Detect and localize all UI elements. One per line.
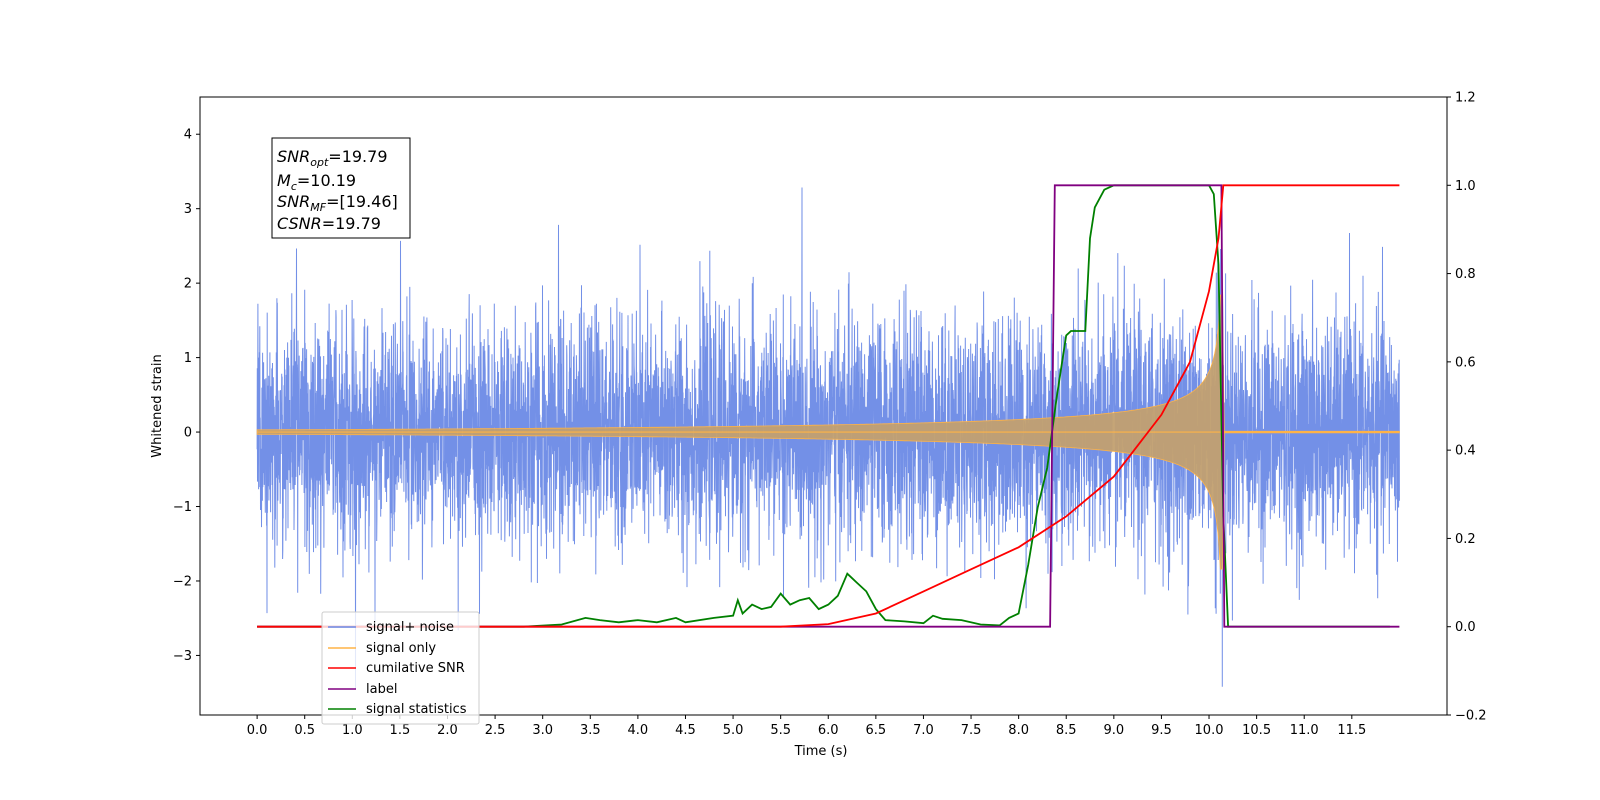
legend: signal+ noise signal only cumilative SNR… bbox=[321, 611, 480, 725]
y-tick-label: 1 bbox=[184, 351, 192, 366]
x-tick-label: 3.0 bbox=[532, 723, 553, 738]
x-tick-label: 8.0 bbox=[1008, 723, 1029, 738]
x-tick-label: 9.0 bbox=[1103, 723, 1124, 738]
x-tick-label: 0.0 bbox=[247, 723, 268, 738]
plot-frame bbox=[199, 96, 1448, 716]
x-tick-label: 5.0 bbox=[723, 723, 744, 738]
x-tick-label: 2.0 bbox=[437, 723, 458, 738]
y-axis-right: −0.2 0.0 0.2 0.4 0.6 0.8 1.0 1.2 bbox=[1447, 91, 1487, 724]
y-tick-label: 4 bbox=[184, 128, 192, 143]
y-tick-label: 2 bbox=[184, 277, 192, 292]
right-axis-series bbox=[257, 184, 1400, 628]
y2-tick-label: 0.0 bbox=[1455, 620, 1476, 635]
annotation-box: SNRopt=19.79 Mc=10.19 SNRMF=[19.46] CSNR… bbox=[271, 137, 411, 239]
y-tick-label: 0 bbox=[184, 426, 192, 441]
legend-label-stats: signal statistics bbox=[366, 702, 467, 717]
y2-tick-label: 0.8 bbox=[1455, 267, 1476, 282]
legend-label-signal-noise: signal+ noise bbox=[366, 620, 454, 635]
y-axis-left: −3 −2 −1 0 1 2 3 4 bbox=[173, 128, 200, 664]
x-tick-label: 7.5 bbox=[961, 723, 982, 738]
y-axis-label: Whitened strain bbox=[150, 354, 165, 457]
y2-tick-label: 0.6 bbox=[1455, 355, 1476, 370]
annotation-line-snr-mf: SNRMF=[19.46] bbox=[277, 192, 398, 214]
y-tick-label: −2 bbox=[173, 574, 192, 589]
annotation-line-mc: Mc=10.19 bbox=[277, 171, 356, 193]
y-tick-label: −3 bbox=[173, 649, 192, 664]
x-tick-label: 1.5 bbox=[390, 723, 411, 738]
legend-label-signal-only: signal only bbox=[366, 641, 436, 656]
x-tick-label: 6.0 bbox=[818, 723, 839, 738]
y-tick-label: −1 bbox=[173, 500, 192, 515]
x-tick-label: 1.0 bbox=[342, 723, 363, 738]
x-tick-label: 2.5 bbox=[485, 723, 506, 738]
annotation-line-csnr: CSNR=19.79 bbox=[277, 214, 381, 233]
x-tick-label: 5.5 bbox=[770, 723, 791, 738]
x-axis-label: Time (s) bbox=[794, 744, 848, 759]
x-tick-label: 4.0 bbox=[628, 723, 649, 738]
x-axis: 0.0 0.5 1.0 1.5 2.0 2.5 3.0 3.5 4.0 4.5 5.0 5.5 6.0 6… bbox=[247, 715, 1366, 738]
x-tick-label: 3.5 bbox=[580, 723, 601, 738]
y2-tick-label: 0.4 bbox=[1455, 444, 1476, 459]
series-signal-only bbox=[256, 294, 1400, 570]
x-tick-label: 11.0 bbox=[1290, 723, 1319, 738]
legend-label-cum-snr: cumilative SNR bbox=[366, 661, 465, 676]
y2-tick-label: −0.2 bbox=[1455, 709, 1487, 724]
y2-tick-label: 1.0 bbox=[1455, 179, 1476, 194]
x-tick-label: 10.5 bbox=[1242, 723, 1271, 738]
x-tick-label: 0.5 bbox=[294, 723, 315, 738]
x-tick-label: 10.0 bbox=[1195, 723, 1224, 738]
signal-statistics-line bbox=[257, 184, 1390, 628]
y2-tick-label: 1.2 bbox=[1455, 91, 1476, 106]
x-tick-label: 11.5 bbox=[1337, 723, 1366, 738]
x-tick-label: 9.5 bbox=[1151, 723, 1172, 738]
label-line bbox=[257, 184, 1400, 628]
legend-label-label: label bbox=[366, 682, 397, 697]
x-tick-label: 4.5 bbox=[675, 723, 696, 738]
y2-tick-label: 0.2 bbox=[1455, 532, 1476, 547]
y-tick-label: 3 bbox=[184, 202, 192, 217]
x-tick-label: 7.0 bbox=[913, 723, 934, 738]
annotation-line-snr-opt: SNRopt=19.79 bbox=[277, 147, 388, 169]
x-tick-label: 8.5 bbox=[1056, 723, 1077, 738]
cum-snr-line bbox=[257, 184, 1400, 628]
x-tick-label: 6.5 bbox=[866, 723, 887, 738]
